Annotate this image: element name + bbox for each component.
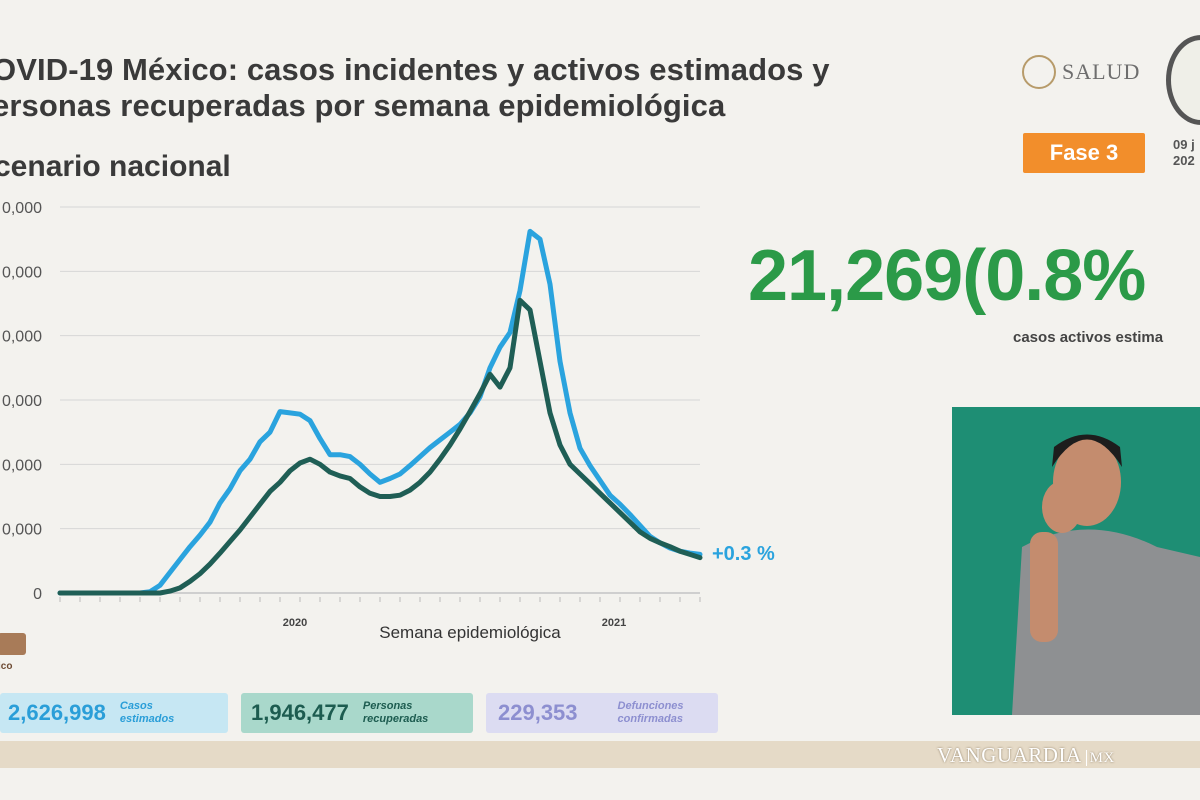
title-line-2: ersonas recuperadas por semana epidemiol… [0, 88, 726, 123]
stat-estimated-cases: 2,626,998 Casos estimados [0, 693, 228, 733]
stat-label: Defunciones confirmadas [618, 700, 684, 726]
stat-label-line-2: recuperadas [362, 713, 429, 725]
y-tick-label: 0 [33, 586, 42, 603]
sign-language-interpreter [952, 407, 1200, 715]
stat-label-line-1: Casos [119, 700, 153, 712]
series-line-2 [57, 297, 703, 596]
y-tick-label: 0,000 [2, 393, 42, 410]
commemorative-seal-icon [1166, 35, 1200, 125]
stats-bar: 2,626,998 Casos estimados 1,946,477 Pers… [0, 693, 720, 733]
change-annotation: +0.3 % [712, 543, 775, 565]
stat-label-line-1: Defunciones [617, 700, 684, 712]
y-tick-label: 0,000 [2, 329, 42, 346]
stat-label-line-2: estimados [119, 713, 175, 725]
year-label: 2021 [602, 617, 626, 629]
line-chart: 0 0,000 0,000 0,000 0,000 0,000 0,000 2020 2021 S… [2, 200, 703, 642]
active-cases-value: 21,269(0.8% [748, 236, 1146, 316]
bottom-strip [0, 741, 1200, 768]
interpreter-arm [1030, 532, 1058, 642]
stat-label: Personas recuperadas [363, 700, 428, 726]
y-tick-label: 0,000 [2, 522, 42, 539]
stat-value: 2,626,998 [8, 700, 106, 725]
salud-text: SALUD [1062, 59, 1141, 84]
date-line-2: 202 [1173, 153, 1195, 168]
y-tick-label: 0,000 [2, 264, 42, 281]
stat-label: Casos estimados [120, 700, 174, 726]
stat-label-line-2: confirmadas [617, 713, 683, 725]
partial-logo-text: ico [0, 661, 13, 672]
interpreter-figure [1012, 434, 1200, 715]
subtitle: cenario nacional [0, 150, 231, 183]
chart-title: OVID-19 México: casos incidentes y activ… [0, 52, 932, 124]
x-axis-label: Semana epidemiológica [379, 623, 561, 642]
date-text: 09 j 202 [1173, 137, 1195, 169]
y-tick-label: 0,000 [2, 457, 42, 474]
stat-deaths: 229,353 Defunciones confirmadas [486, 693, 718, 733]
people-icon [0, 633, 26, 655]
watermark: VANGUARDIA MX [937, 743, 1115, 768]
stat-value: 229,353 [498, 700, 578, 725]
interpreter-hand [1042, 481, 1082, 533]
mexico-coat-of-arms-icon [1022, 55, 1056, 89]
year-label: 2020 [283, 617, 307, 629]
active-cases-label: casos activos estima [1013, 329, 1164, 346]
watermark-suffix: MX [1085, 750, 1115, 766]
stat-value: 1,946,477 [251, 700, 349, 725]
date-line-1: 09 j [1173, 137, 1195, 152]
title-line-1: OVID-19 México: casos incidentes y activ… [0, 52, 830, 87]
partial-logo: ico [0, 633, 26, 673]
stat-recovered: 1,946,477 Personas recuperadas [241, 693, 473, 733]
salud-logo: SALUD [1022, 55, 1140, 89]
stat-label-line-1: Personas [362, 700, 413, 712]
y-tick-label: 0,000 [2, 200, 42, 217]
interpreter-hair [1052, 434, 1122, 467]
interpreter-body [1012, 529, 1200, 715]
series-line-1 [57, 228, 703, 596]
phase-badge: Fase 3 [1023, 133, 1145, 173]
watermark-text: VANGUARDIA [937, 743, 1082, 767]
